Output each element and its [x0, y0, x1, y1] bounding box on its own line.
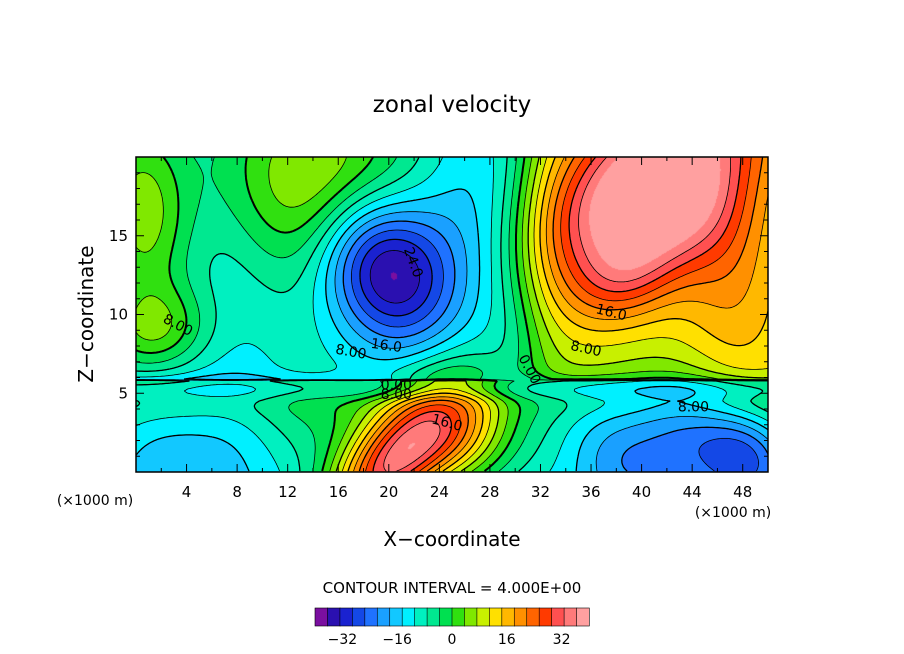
colorbar-tick-label: −32 [328, 632, 358, 648]
colorbar-swatch [389, 607, 403, 627]
colorbar-swatch [476, 607, 490, 627]
colorbar: −32 −16 0 16 32 [314, 607, 590, 648]
colorbar-swatch [489, 607, 503, 627]
colorbar-swatch [538, 607, 553, 627]
colorbar-swatch [563, 607, 578, 627]
contour-line [136, 157, 768, 472]
colorbar-tick-label: 32 [553, 632, 571, 648]
colorbar-swatch [339, 607, 353, 627]
colorbar-swatch [376, 607, 391, 627]
colorbar-swatch [526, 607, 540, 627]
contour-line [365, 157, 752, 472]
x-tick-label: 16 [329, 483, 348, 501]
colorbar-swatch [314, 607, 329, 627]
contour-label: 8.00 [569, 338, 603, 360]
contour-label: 8.00 [678, 399, 709, 415]
contour-line [136, 157, 768, 472]
colorbar-tick-label: 16 [498, 632, 516, 648]
x-unit-right: (×1000 m) [695, 505, 771, 521]
contour-labels: 24.016.08.000.008.0016.08.000.0016.08.00… [160, 245, 709, 435]
y-tick-label: 5 [118, 384, 128, 402]
contour-line [351, 229, 759, 472]
x-tick-label: 12 [278, 483, 297, 501]
contour-line [341, 157, 768, 472]
x-tick-label: 48 [733, 483, 752, 501]
colorbar-tick-label: −16 [382, 632, 412, 648]
x-tick-label: 28 [480, 483, 499, 501]
contour-line [334, 211, 768, 472]
contour-label: 8.00 [334, 342, 367, 363]
colorbar-swatch [576, 607, 590, 627]
y-tick-label: 15 [109, 227, 128, 245]
contour-label: 16.0 [594, 301, 628, 324]
chart-title: zonal velocity [373, 92, 531, 118]
x-tick-label: 32 [531, 483, 550, 501]
contour-line [353, 157, 768, 472]
colorbar-swatch [551, 607, 565, 627]
contour-line [359, 238, 433, 317]
x-tick-label: 4 [182, 483, 192, 501]
colorbar-tick-label: 0 [448, 632, 457, 648]
colorbar-swatch [364, 607, 378, 627]
colorbar-swatch [426, 607, 441, 627]
x-unit-left: (×1000 m) [57, 493, 133, 509]
contour-line [136, 157, 768, 472]
contour-line [136, 188, 768, 472]
colorbar-swatch [464, 607, 478, 627]
contour-label: 8.00 [381, 387, 412, 403]
colorbar-swatch [451, 607, 466, 627]
x-tick-label: 20 [379, 483, 398, 501]
x-tick-label: 40 [632, 483, 651, 501]
colorbar-swatch [439, 607, 453, 627]
contour-interval-label: CONTOUR INTERVAL = 4.000E+00 [323, 579, 582, 597]
contour-line [358, 157, 764, 472]
colorbar-swatch [513, 607, 528, 627]
x-tick-label: 8 [232, 483, 242, 501]
contour-label: 0.00 [381, 377, 412, 393]
colorbar-swatch [414, 607, 428, 627]
contour-line [342, 220, 768, 472]
colorbar-swatch [501, 607, 515, 627]
contour-line [383, 157, 731, 472]
x-tick-label: 44 [683, 483, 702, 501]
colorbar-swatch [327, 607, 341, 627]
y-tick-label: 10 [109, 306, 128, 324]
x-axis-label: X−coordinate [383, 527, 520, 551]
y-axis-label: Z−coordinate [74, 245, 98, 382]
colorbar-swatch [352, 607, 366, 627]
contour-line [347, 157, 768, 472]
contour-label: 16.0 [430, 411, 464, 435]
x-tick-label: 36 [581, 483, 600, 501]
contour-line [369, 250, 420, 304]
x-tick-label: 24 [430, 483, 449, 501]
contour-line [372, 157, 742, 472]
velocity-field-heatmap [136, 157, 768, 472]
contour-label: 16.0 [370, 336, 403, 356]
colorbar-swatch [401, 607, 416, 627]
